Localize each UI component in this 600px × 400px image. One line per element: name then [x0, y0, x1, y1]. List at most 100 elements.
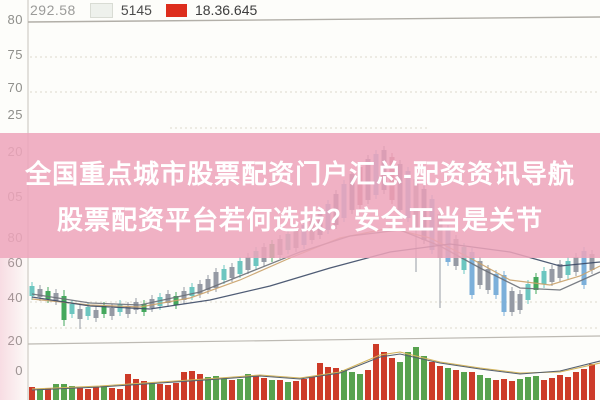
volume-bar — [293, 381, 299, 400]
candle-body — [53, 293, 59, 301]
volume-bar — [197, 374, 203, 400]
legend-swatch-light — [89, 2, 113, 18]
headline-overlay: 全国重点城市股票配资门户汇总-配资资讯导航 股票配资平台若何选拔？安全正当是关节 — [0, 133, 600, 258]
volume-bar — [109, 388, 115, 400]
volume-bar — [541, 380, 547, 400]
volume-bar — [469, 372, 475, 400]
volume-bar — [93, 387, 99, 400]
candle-body — [581, 251, 587, 285]
volume-bar — [253, 376, 259, 400]
volume-bar — [509, 381, 515, 400]
volume-bar — [557, 375, 563, 400]
candle-body — [509, 291, 515, 312]
candle-body — [517, 294, 523, 310]
volume-bar — [317, 363, 323, 400]
volume-bar — [237, 379, 243, 400]
volume-bar — [365, 370, 371, 400]
volume-bar — [453, 370, 459, 400]
y-axis-label: 0 — [15, 363, 23, 378]
volume-bar — [549, 378, 555, 400]
legend-swatch-red — [165, 3, 187, 17]
volume-bar — [277, 380, 283, 400]
headline-line-1: 全国重点城市股票配资门户汇总-配资资讯导航 — [25, 159, 575, 189]
volume-bar — [165, 385, 171, 400]
volume-bar — [461, 372, 467, 400]
volume-bar — [157, 384, 163, 400]
axis-line — [27, 16, 600, 23]
volume-bar — [501, 379, 507, 400]
volume-bar — [213, 376, 219, 400]
volume-bar — [221, 378, 227, 400]
volume-bar — [429, 362, 435, 400]
volume-bar — [101, 386, 107, 400]
candle-body — [485, 269, 491, 290]
axis-line — [27, 335, 600, 345]
candle-body — [77, 309, 83, 319]
legend-value-2: 18.36.645 — [194, 2, 258, 18]
volume-bar — [437, 366, 443, 400]
volume-bar — [533, 376, 539, 400]
candle-body — [541, 271, 547, 284]
volume-bar — [141, 381, 147, 400]
candle-body — [469, 252, 475, 295]
volume-bar — [181, 372, 187, 400]
volume-bar — [333, 368, 339, 400]
candle-body — [189, 287, 195, 296]
y-axis-label: 20 — [7, 333, 23, 348]
volume-bar — [389, 358, 395, 400]
candle-body — [93, 310, 99, 318]
volume-bar — [349, 372, 355, 400]
y-axis-label: 70 — [7, 80, 23, 95]
volume-bar — [29, 387, 35, 400]
volume-bar — [517, 379, 523, 400]
candle-body — [245, 257, 251, 270]
volume-bar — [301, 379, 307, 400]
volume-bar — [373, 344, 379, 400]
volume-bar — [573, 372, 579, 400]
volume-bar — [37, 389, 43, 400]
candle-body — [237, 261, 243, 274]
candle-body — [205, 279, 211, 290]
candle-body — [477, 261, 483, 285]
vol-ma-yellow — [31, 351, 600, 390]
y-axis-label: 75 — [7, 47, 23, 62]
candle-body — [85, 307, 91, 316]
volume-bar — [269, 380, 275, 400]
y-axis-label: 60 — [7, 255, 23, 270]
volume-bar — [421, 356, 427, 400]
volume-bar — [189, 371, 195, 400]
legend-value-1: 5145 — [120, 2, 152, 18]
volume-bar — [85, 389, 91, 400]
candle-body — [549, 269, 555, 282]
volume-bar — [285, 382, 291, 400]
volume-bar — [77, 388, 83, 400]
candle-body — [133, 302, 139, 310]
volume-bar — [61, 384, 67, 400]
candle-body — [45, 291, 51, 299]
candle-body — [37, 289, 43, 297]
candle-body — [61, 296, 67, 320]
volume-bar — [53, 384, 59, 400]
candle-body — [125, 306, 131, 314]
y-axis-label: 40 — [7, 290, 23, 305]
candle-body — [221, 269, 227, 280]
volume-bar — [493, 380, 499, 400]
volume-bar — [69, 386, 75, 400]
volume-bar — [357, 374, 363, 400]
candle-body — [197, 284, 203, 294]
volume-bar — [117, 389, 123, 400]
candle-body — [253, 251, 259, 266]
volume-bar — [261, 378, 267, 400]
vol-ma-dark — [31, 353, 600, 391]
volume-bar — [565, 377, 571, 400]
candle-body — [493, 274, 499, 295]
volume-bar — [309, 377, 315, 400]
volume-bar — [381, 352, 387, 400]
volume-bar — [325, 367, 331, 400]
volume-bar — [245, 374, 251, 400]
volume-bar — [581, 369, 587, 400]
candle-body — [157, 297, 163, 306]
y-axis-label: 80 — [7, 12, 23, 27]
chart-legend: 292.58 5145 18.36.645 — [30, 1, 257, 19]
